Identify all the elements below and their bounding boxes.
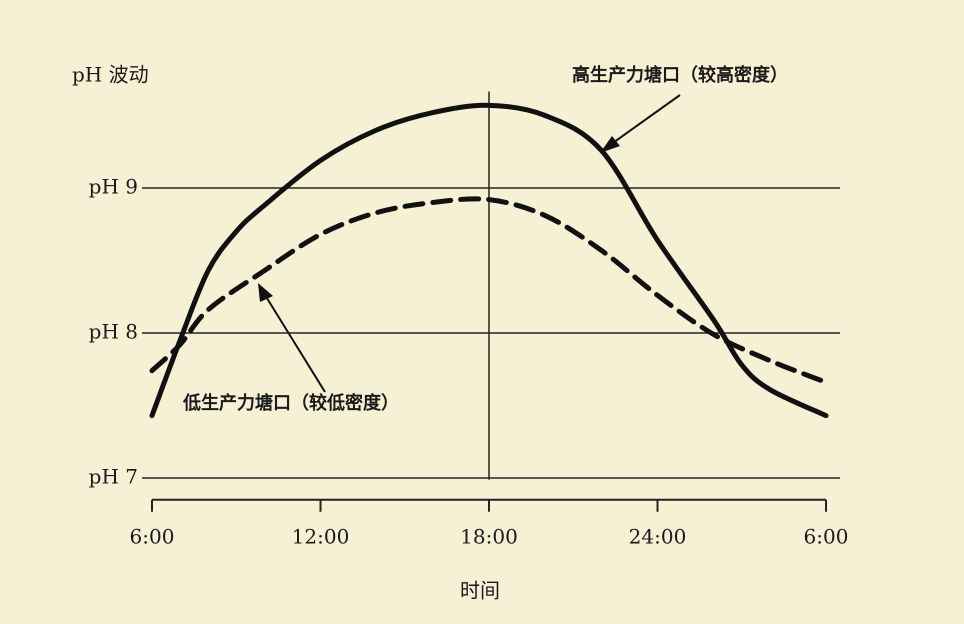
x-tick-label: 6:00	[804, 524, 849, 548]
x-tick-label: 6:00	[130, 524, 175, 548]
y-tick-label: pH 8	[89, 320, 138, 344]
annotation-high: 高生产力塘口（较高密度）	[572, 64, 788, 86]
y-tick-label: pH 7	[89, 465, 138, 489]
x-tick-label: 24:00	[629, 524, 687, 548]
x-tick-label: 12:00	[292, 524, 350, 548]
x-tick-label: 18:00	[460, 524, 518, 548]
arrows	[258, 94, 681, 393]
series-line	[149, 102, 829, 419]
y-tick-label: pH 9	[89, 175, 138, 199]
x-axis-label: 时间	[460, 579, 500, 603]
y-axis-label: pH 波动	[72, 63, 149, 87]
series-line	[149, 196, 829, 385]
annotation-low: 低生产力塘口（较低密度）	[182, 392, 399, 414]
